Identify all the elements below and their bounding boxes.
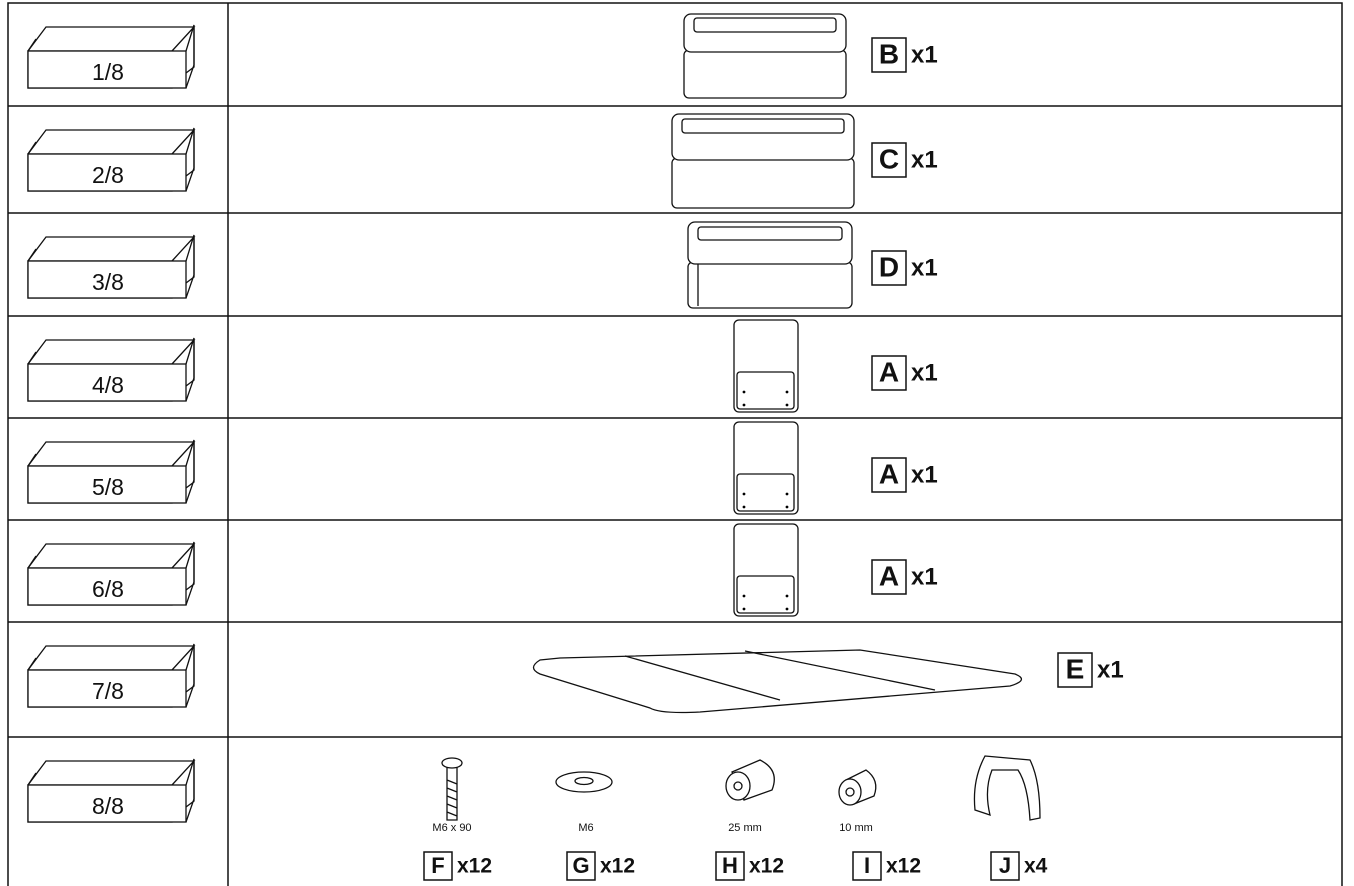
box-number: 5/8 [92, 474, 124, 500]
part-letter: E [1066, 653, 1085, 684]
part-letter: J [999, 853, 1011, 878]
part-quantity: x1 [911, 146, 938, 173]
part-letter-box [423, 851, 453, 881]
part-quantity: x1 [911, 563, 938, 590]
part-quantity: x12 [749, 855, 784, 878]
part-letter-box [871, 250, 907, 286]
part-quantity: x1 [911, 41, 938, 68]
part-letter-box [715, 851, 745, 881]
part-letter: I [864, 853, 870, 878]
part-letter: A [879, 560, 899, 591]
box-number: 4/8 [92, 372, 124, 398]
part-letter-box [852, 851, 882, 881]
ottoman-c [671, 113, 855, 209]
part-size: M6 x 90 [432, 822, 471, 834]
part-letter-box [871, 457, 907, 493]
part-quantity: x1 [911, 461, 938, 488]
part-letter-box [1057, 652, 1093, 688]
part-quantity: x12 [886, 855, 921, 878]
ottoman-b [683, 13, 847, 99]
ottoman-d [687, 221, 853, 309]
part-size: M6 [578, 822, 593, 834]
part-quantity: x1 [911, 254, 938, 281]
cushion-e [532, 649, 1022, 714]
part-letter-box [990, 851, 1020, 881]
backrest-a [733, 523, 799, 617]
part-letter: C [879, 143, 899, 174]
part-letter: D [879, 251, 899, 282]
part-letter: H [722, 853, 738, 878]
part-quantity: x4 [1024, 855, 1048, 878]
part-illustrations [441, 13, 1041, 821]
part-letter: B [879, 38, 899, 69]
part-quantity: x12 [457, 855, 492, 878]
part-size: 25 mm [728, 822, 762, 834]
table-grid [7, 2, 1343, 886]
part-size: 10 mm [839, 822, 873, 834]
part-letter-box [871, 559, 907, 595]
part-quantity: x12 [600, 855, 635, 878]
box-number: 7/8 [92, 678, 124, 704]
hardware [441, 755, 1041, 821]
box-number: 1/8 [92, 59, 124, 85]
part-letter-box [871, 37, 907, 73]
backrest-a [733, 421, 799, 515]
part-quantity: x1 [1097, 656, 1124, 683]
part-letter: A [879, 356, 899, 387]
part-letter: F [431, 853, 444, 878]
part-letter-box [566, 851, 596, 881]
box-number: 3/8 [92, 269, 124, 295]
part-letter: G [572, 853, 589, 878]
part-letter-box [871, 142, 907, 178]
part-letter-box [871, 355, 907, 391]
box-number: 2/8 [92, 162, 124, 188]
backrest-a [733, 319, 799, 413]
part-quantity: x1 [911, 359, 938, 386]
box-number: 6/8 [92, 576, 124, 602]
part-letter: A [879, 458, 899, 489]
box-number: 8/8 [92, 793, 124, 819]
